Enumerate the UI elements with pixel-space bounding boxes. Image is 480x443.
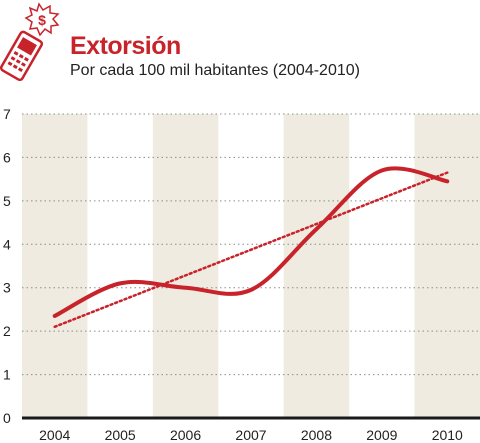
dollar-glyph: $ bbox=[38, 12, 46, 28]
band-2004 bbox=[22, 114, 88, 418]
burst-shape bbox=[24, 2, 60, 37]
x-tick-2006: 2006 bbox=[170, 427, 201, 443]
band-2008 bbox=[283, 114, 350, 418]
x-tick-2007: 2007 bbox=[235, 427, 266, 443]
series-layer bbox=[52, 166, 450, 318]
gridlines bbox=[22, 113, 480, 376]
band-2010 bbox=[414, 114, 480, 418]
y-tick-5: 5 bbox=[3, 193, 11, 209]
phone-extortion-icon: $ bbox=[0, 2, 60, 82]
y-tick-2: 2 bbox=[3, 323, 11, 339]
chart-title: Extorsión bbox=[70, 32, 181, 60]
y-axis-ticks: 0 1 2 3 4 5 6 7 bbox=[3, 106, 11, 426]
x-tick-2008: 2008 bbox=[301, 427, 332, 443]
y-tick-6: 6 bbox=[3, 149, 11, 165]
y-tick-0: 0 bbox=[3, 410, 11, 426]
x-axis-ticks: 2004 2005 2006 2007 2008 2009 2010 bbox=[39, 427, 463, 443]
x-tick-2010: 2010 bbox=[432, 427, 463, 443]
chart-subtitle: Por cada 100 mil habitantes (2004-2010) bbox=[70, 62, 360, 79]
x-tick-2004: 2004 bbox=[39, 427, 70, 443]
column-bands bbox=[22, 114, 480, 418]
y-tick-3: 3 bbox=[3, 280, 11, 296]
trendline bbox=[53, 171, 449, 329]
y-tick-1: 1 bbox=[3, 367, 11, 383]
series-line-0 bbox=[52, 166, 450, 318]
phone-shape bbox=[0, 30, 44, 82]
x-tick-2005: 2005 bbox=[105, 427, 136, 443]
y-tick-7: 7 bbox=[3, 106, 11, 122]
y-tick-4: 4 bbox=[3, 236, 11, 252]
trendline-layer bbox=[53, 171, 449, 329]
x-tick-2009: 2009 bbox=[366, 427, 397, 443]
